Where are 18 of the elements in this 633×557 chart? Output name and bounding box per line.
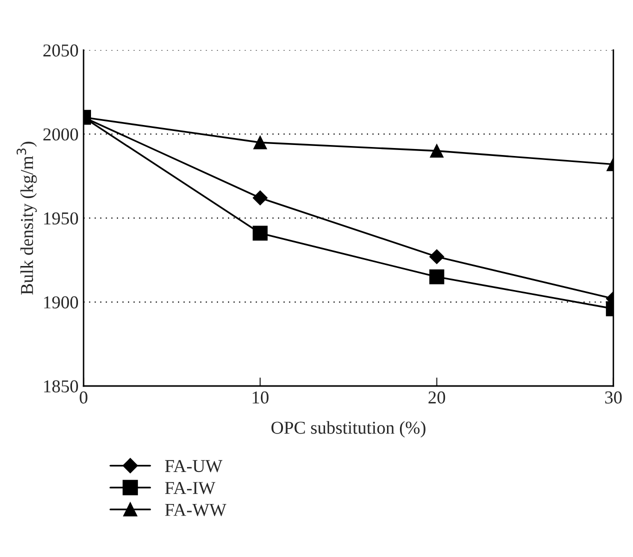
y-axis-title: Bulk density (kg/m$^{3}$)	[16, 142, 37, 295]
x-tick-label: 0	[80, 391, 88, 404]
y-tick-label: 1900	[44, 296, 78, 308]
x-tick-label: 20	[428, 391, 446, 404]
y-tick-label: 2000	[43, 128, 78, 141]
y-tick-label: 2050	[43, 44, 78, 57]
y-tick-label: 1950	[44, 212, 78, 225]
y-tick-label: 1850	[44, 380, 78, 392]
point	[429, 249, 444, 264]
point	[252, 226, 268, 241]
point	[429, 269, 444, 284]
legend-label: FA-IW	[165, 482, 216, 494]
legend-label: FA-WW	[165, 504, 226, 516]
x-tick-label: 30	[605, 391, 622, 404]
legend-label: FA-UW	[165, 460, 222, 472]
point	[252, 190, 268, 206]
x-tick-label: 10	[252, 391, 268, 404]
x-axis-title: OPC substitution (%)	[271, 421, 426, 438]
